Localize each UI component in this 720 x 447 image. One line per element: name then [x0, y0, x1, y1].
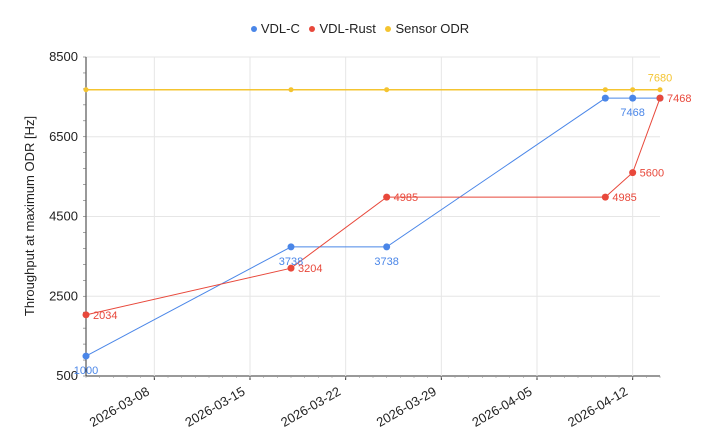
legend-label: Sensor ODR	[395, 21, 470, 36]
data-point-vdl-rust	[601, 193, 609, 201]
data-point-vdl-rust	[656, 94, 664, 102]
data-label-vdl-rust: 5600	[640, 168, 664, 180]
y-tick-label: 6500	[49, 129, 78, 144]
data-point-vdl-rust	[287, 264, 295, 272]
data-point-sensor-odr	[657, 87, 663, 93]
data-label-vdl-c: 1000	[74, 365, 98, 377]
legend-item-vdl-c[interactable]: VDL-C	[250, 21, 300, 36]
y-tick-label: 8500	[49, 49, 78, 64]
legend-label: VDL-Rust	[319, 21, 376, 36]
y-axis-title: Throughput at maximum ODR [Hz]	[22, 116, 37, 316]
data-label-vdl-rust: 3204	[298, 263, 322, 275]
series-line-vdl-rust	[85, 97, 661, 316]
legend-marker	[250, 25, 257, 32]
data-point-vdl-c	[383, 243, 391, 251]
data-point-vdl-c	[287, 243, 295, 251]
x-tick-label: 2026-03-15	[182, 384, 247, 430]
data-point-vdl-c	[629, 94, 637, 102]
axes: 500 2500 4500 6500 8500 2026-03-08 2026-03-15 2…	[49, 49, 661, 430]
gridlines	[86, 56, 660, 377]
x-tick-label: 2026-03-22	[278, 384, 343, 430]
data-point-sensor-odr	[384, 87, 390, 93]
data-label-vdl-rust: 4985	[612, 192, 636, 204]
legend-marker	[309, 25, 316, 32]
y-tick-label: 4500	[49, 209, 78, 224]
data-label-vdl-c: 3738	[374, 256, 398, 268]
data-label-vdl-rust: 2034	[93, 310, 117, 322]
data-point-sensor-odr	[83, 87, 89, 93]
legend-item-sensor-odr[interactable]: Sensor ODR	[385, 21, 469, 36]
legend: VDL-C VDL-Rust Sensor ODR	[0, 21, 720, 36]
x-tick-label: 2026-04-12	[565, 384, 630, 430]
x-tick-label: 2026-03-08	[87, 384, 152, 430]
legend-item-vdl-rust[interactable]: VDL-Rust	[309, 21, 376, 36]
data-point-vdl-rust	[383, 193, 391, 201]
series-layer	[82, 87, 664, 360]
data-label-vdl-rust: 4985	[394, 192, 418, 204]
data-label-sensor-odr: 7680	[648, 73, 672, 85]
x-tick-label: 2026-03-29	[374, 384, 439, 430]
data-label-vdl-c: 3738	[279, 256, 303, 268]
data-point-vdl-c	[82, 352, 90, 360]
data-label-vdl-rust: 7468	[667, 93, 691, 105]
series-line-vdl-c	[85, 97, 660, 357]
data-point-sensor-odr	[602, 87, 608, 93]
y-tick-label: 500	[56, 368, 78, 383]
data-point-vdl-rust	[629, 169, 637, 177]
data-label-vdl-c: 7468	[620, 107, 644, 119]
data-point-sensor-odr	[288, 87, 294, 93]
data-point-vdl-c	[601, 94, 609, 102]
legend-marker	[385, 25, 392, 32]
legend-label: VDL-C	[260, 21, 300, 36]
x-tick-label: 2026-04-05	[469, 384, 534, 430]
y-tick-label: 2500	[49, 288, 78, 303]
data-point-vdl-rust	[82, 311, 90, 319]
data-labels: 1000 3738 3738 7468 2034 3204 4985 4985 5600 7468…	[74, 73, 692, 377]
data-point-sensor-odr	[630, 87, 636, 93]
